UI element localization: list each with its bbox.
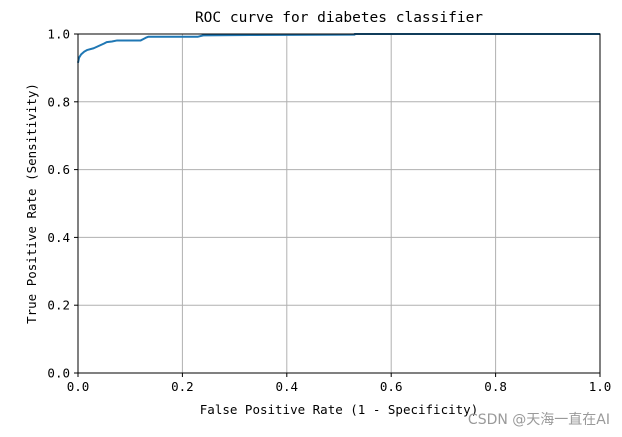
axis-ticks: 0.0 0.2 0.4 0.6 0.8 1.0 0.0 0.2 0.4 0.6 0.8 1.0 [47, 27, 611, 395]
x-tick-label: 0.6 [380, 379, 403, 394]
y-tick-label: 0.2 [47, 298, 70, 313]
y-tick-label: 0.4 [47, 230, 70, 245]
x-tick-label: 0.8 [484, 379, 507, 394]
x-tick-label: 1.0 [589, 379, 612, 394]
roc-curve-line [77, 33, 600, 64]
grid-lines [77, 33, 601, 374]
y-tick-label: 0.8 [47, 94, 70, 109]
y-tick-label: 0.6 [47, 162, 70, 177]
y-tick-label: 1.0 [47, 27, 70, 42]
x-tick-label: 0.0 [67, 379, 90, 394]
x-tick-label: 0.2 [171, 379, 194, 394]
y-tick-label: 0.0 [47, 366, 70, 381]
plot-frame [77, 33, 601, 374]
y-axis-title: True Positive Rate (Sensitivity) [24, 83, 39, 324]
x-axis-title: False Positive Rate (1 - Specificity) [200, 402, 478, 417]
data-series [77, 33, 600, 64]
chart-title: ROC curve for diabetes classifier [195, 10, 483, 26]
x-tick-label: 0.4 [276, 379, 299, 394]
watermark: CSDN @天海一直在AI [468, 411, 610, 428]
